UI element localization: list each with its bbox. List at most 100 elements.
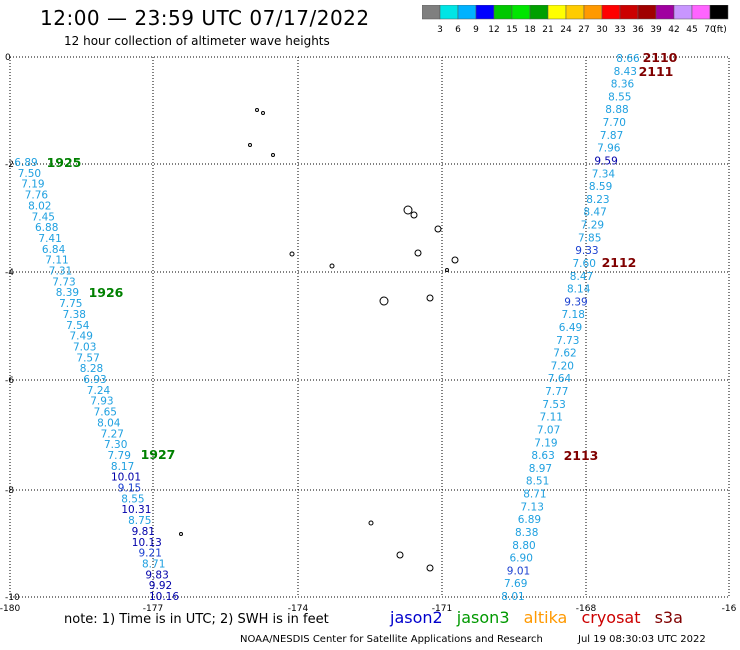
right-track-value: 8.23 (586, 194, 609, 206)
scale-swatch (619, 5, 639, 20)
axis-labels: -180 -177 -174 -171 -168 -16 0 -2 -4 -6 -8 -10 (0, 53, 737, 614)
right-track-value: 8.43 (614, 66, 637, 78)
island-outline (451, 256, 459, 264)
scale-tick-label: 42 (668, 25, 679, 35)
longitude-tick-label: -180 (0, 604, 20, 614)
satellite-jason3: jason3 (456, 608, 510, 627)
right-track-value: 8.80 (512, 540, 535, 552)
scale-tick-label: 70 (704, 25, 716, 35)
right-track-value: 7.34 (592, 168, 616, 180)
right-track-value: 6.49 (559, 322, 582, 334)
left-track-value: 9.21 (139, 548, 162, 560)
scale-tick-label: 30 (596, 25, 608, 35)
scale-swatch (457, 5, 477, 20)
scale-swatch (601, 5, 621, 20)
latitude-tick-label: -10 (5, 593, 20, 603)
island-outline (445, 268, 449, 272)
island-outline (248, 143, 252, 147)
left-track-value: 7.31 (49, 266, 72, 278)
scale-swatch (655, 5, 675, 20)
right-track-value: 7.07 (537, 425, 560, 437)
island-outline (379, 296, 389, 306)
island-outline (426, 564, 434, 572)
left-track-value: 10.01 (111, 472, 141, 484)
right-track-value: 8.59 (589, 181, 612, 193)
scale-tick-label: 39 (650, 25, 662, 35)
left-track-value: 7.19 (21, 179, 44, 191)
scale-swatch (511, 5, 531, 20)
left-track-value: 7.03 (73, 341, 96, 353)
longitude-tick-label: -174 (288, 604, 309, 614)
right-track-value: 6.89 (518, 514, 541, 526)
right-track-value: 8.01 (501, 591, 524, 603)
color-scale-legend: 3 6 9 12 15 18 21 24 27 30 33 36 39 42 45 70(ft) (422, 5, 729, 35)
island-outline (289, 251, 295, 257)
right-track-value: 6.90 (510, 553, 533, 565)
island-outline (271, 153, 275, 157)
left-track-value: 7.57 (76, 352, 99, 364)
latitude-tick-label: -8 (5, 486, 14, 496)
left-track-value: 6.84 (42, 244, 66, 256)
left-track-value: 9.83 (145, 569, 168, 581)
latitude-tick-label: -6 (5, 376, 14, 386)
right-track-value: 7.70 (603, 117, 626, 129)
track-time-label: 1926 (89, 285, 124, 300)
right-track-value: 7.96 (597, 143, 621, 155)
scale-tick-label: 27 (578, 25, 589, 35)
scale-swatch (529, 5, 549, 20)
left-track-value: 7.75 (59, 298, 82, 310)
island-outline (261, 111, 265, 115)
left-track-value: 7.41 (38, 233, 61, 245)
right-track-value: 7.18 (562, 309, 585, 321)
footer-timestamp: Jul 19 08:30:03 UTC 2022 (578, 634, 706, 645)
left-track-value: 7.11 (45, 255, 68, 267)
right-track-value: 7.19 (534, 437, 557, 449)
page-title: 12:00 — 23:59 UTC 07/17/2022 (40, 6, 370, 30)
latitude-tick-label: -2 (5, 160, 14, 170)
scale-unit-label: (ft) (713, 25, 727, 35)
right-track-value: 7.29 (581, 220, 604, 232)
track-time-label: 2113 (564, 448, 599, 463)
left-track-value: 7.65 (94, 407, 117, 419)
left-track-value: 8.55 (121, 493, 144, 505)
latitude-tick-label: -4 (5, 268, 14, 278)
track-time-label: 2112 (602, 255, 637, 270)
scale-swatch (439, 5, 459, 20)
right-track-value: 8.51 (526, 476, 549, 488)
scale-swatch (691, 5, 711, 20)
left-track-value: 8.17 (111, 461, 134, 473)
scale-swatch (493, 5, 513, 20)
island-outline (414, 249, 422, 257)
left-track-value: 9.15 (118, 483, 141, 495)
right-track-value: 9.33 (575, 245, 598, 257)
satellite-s3a: s3a (654, 608, 683, 627)
left-track-value: 6.88 (35, 222, 58, 234)
left-track-value: 8.39 (56, 287, 79, 299)
map-grid (9, 56, 730, 598)
left-track-value: 7.50 (18, 168, 41, 180)
left-track-value: 6.93 (83, 374, 106, 386)
island-outline (179, 532, 183, 536)
left-track-value: 7.24 (87, 385, 111, 397)
left-track-value: 8.71 (142, 559, 165, 571)
track-time-label: 1925 (47, 155, 82, 170)
scale-swatch (475, 5, 495, 20)
island-outline (410, 211, 418, 219)
right-track-value: 7.87 (600, 130, 623, 142)
left-track-value: 7.54 (66, 320, 90, 332)
left-track-value: 7.93 (90, 396, 113, 408)
satellite-jason2: jason2 (390, 608, 443, 627)
right-track-value: 7.60 (573, 258, 596, 270)
track-time-label: 1927 (141, 447, 176, 462)
island-outline (368, 520, 374, 526)
satellite-cryosat: cryosat (581, 608, 641, 627)
left-track-value: 7.27 (101, 428, 124, 440)
island-outline (426, 294, 434, 302)
scale-swatch (547, 5, 567, 20)
longitude-tick-label: -177 (143, 604, 163, 614)
left-track-value: 8.75 (128, 515, 151, 527)
right-track-value: 8.88 (605, 104, 628, 116)
island-outline (434, 225, 442, 233)
left-track-value: 7.76 (25, 190, 49, 202)
